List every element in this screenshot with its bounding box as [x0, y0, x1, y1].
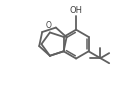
Text: O: O: [46, 21, 52, 30]
Text: OH: OH: [70, 6, 83, 15]
